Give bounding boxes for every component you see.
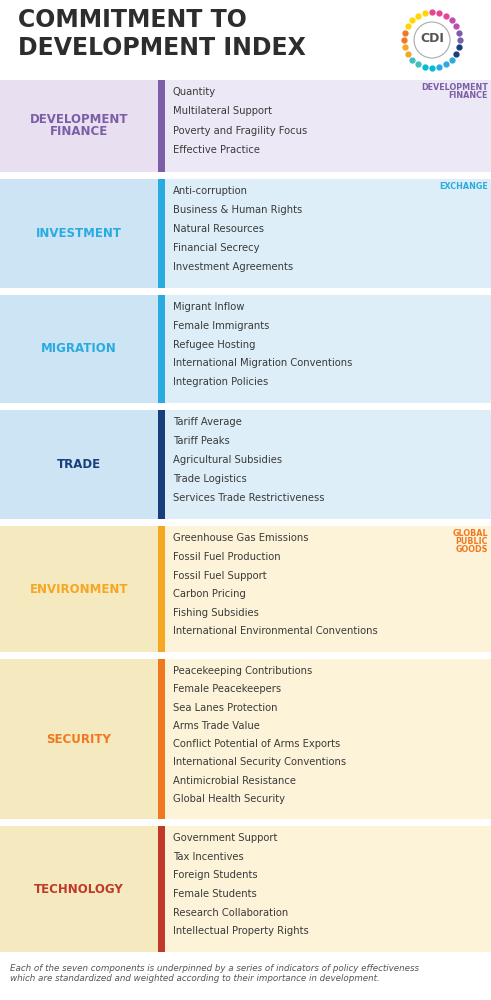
Bar bbox=[165, 659, 491, 819]
Text: International Environmental Conventions: International Environmental Conventions bbox=[173, 626, 378, 636]
Text: Natural Resources: Natural Resources bbox=[173, 224, 264, 234]
Text: GLOBAL: GLOBAL bbox=[452, 529, 488, 538]
Bar bbox=[0, 410, 158, 519]
Text: Tariff Peaks: Tariff Peaks bbox=[173, 436, 230, 446]
Bar bbox=[0, 295, 158, 403]
Text: Intellectual Property Rights: Intellectual Property Rights bbox=[173, 926, 309, 936]
Text: Quantity: Quantity bbox=[173, 87, 216, 97]
Bar bbox=[165, 410, 491, 519]
Bar bbox=[158, 659, 165, 819]
Text: Integration Policies: Integration Policies bbox=[173, 377, 268, 387]
Text: SECURITY: SECURITY bbox=[47, 733, 111, 746]
Text: ENVIRONMENT: ENVIRONMENT bbox=[30, 583, 128, 596]
Text: Female Immigrants: Female Immigrants bbox=[173, 321, 270, 331]
Text: TECHNOLOGY: TECHNOLOGY bbox=[34, 883, 124, 896]
Text: Greenhouse Gas Emissions: Greenhouse Gas Emissions bbox=[173, 533, 308, 543]
Text: Fossil Fuel Support: Fossil Fuel Support bbox=[173, 571, 267, 581]
Text: Anti-corruption: Anti-corruption bbox=[173, 186, 248, 196]
Text: Female Peacekeepers: Female Peacekeepers bbox=[173, 684, 281, 694]
Text: Antimicrobial Resistance: Antimicrobial Resistance bbox=[173, 776, 296, 786]
Bar bbox=[158, 80, 165, 172]
Text: Trade Logistics: Trade Logistics bbox=[173, 474, 247, 484]
Text: Migrant Inflow: Migrant Inflow bbox=[173, 302, 245, 312]
Text: Government Support: Government Support bbox=[173, 833, 277, 843]
Text: Fishing Subsidies: Fishing Subsidies bbox=[173, 608, 259, 618]
Bar bbox=[0, 526, 158, 652]
Text: Agricultural Subsidies: Agricultural Subsidies bbox=[173, 455, 282, 465]
Text: DEVELOPMENT: DEVELOPMENT bbox=[421, 83, 488, 92]
Text: Poverty and Fragility Focus: Poverty and Fragility Focus bbox=[173, 126, 307, 136]
Text: COMMITMENT TO: COMMITMENT TO bbox=[18, 8, 247, 32]
Text: International Security Conventions: International Security Conventions bbox=[173, 757, 346, 767]
Text: Carbon Pricing: Carbon Pricing bbox=[173, 589, 246, 599]
Text: Services Trade Restrictiveness: Services Trade Restrictiveness bbox=[173, 493, 325, 503]
Text: Sea Lanes Protection: Sea Lanes Protection bbox=[173, 703, 277, 713]
Text: Peacekeeping Contributions: Peacekeeping Contributions bbox=[173, 666, 312, 676]
Text: FINANCE: FINANCE bbox=[449, 91, 488, 100]
Text: GOODS: GOODS bbox=[456, 545, 488, 554]
Text: Business & Human Rights: Business & Human Rights bbox=[173, 205, 302, 215]
Text: Global Health Security: Global Health Security bbox=[173, 794, 285, 804]
Bar bbox=[158, 526, 165, 652]
Bar bbox=[0, 80, 158, 172]
Bar bbox=[158, 295, 165, 403]
Text: Multilateral Support: Multilateral Support bbox=[173, 106, 272, 116]
Bar bbox=[0, 826, 158, 952]
Text: DEVELOPMENT: DEVELOPMENT bbox=[30, 113, 128, 126]
Bar bbox=[158, 410, 165, 519]
Text: Female Students: Female Students bbox=[173, 889, 257, 899]
Bar bbox=[158, 179, 165, 288]
Bar bbox=[165, 526, 491, 652]
Text: Tariff Average: Tariff Average bbox=[173, 417, 242, 427]
Text: Tax Incentives: Tax Incentives bbox=[173, 852, 244, 862]
Text: Foreign Students: Foreign Students bbox=[173, 870, 258, 880]
Bar bbox=[165, 826, 491, 952]
Bar bbox=[165, 80, 491, 172]
Bar bbox=[0, 659, 158, 819]
Text: CDI: CDI bbox=[420, 31, 444, 44]
Text: Research Collaboration: Research Collaboration bbox=[173, 908, 288, 918]
Text: Investment Agreements: Investment Agreements bbox=[173, 262, 293, 272]
Text: Refugee Hosting: Refugee Hosting bbox=[173, 340, 255, 350]
Bar bbox=[165, 295, 491, 403]
Text: Effective Practice: Effective Practice bbox=[173, 145, 260, 155]
Text: Arms Trade Value: Arms Trade Value bbox=[173, 721, 260, 731]
Text: TRADE: TRADE bbox=[57, 458, 101, 471]
Text: Financial Secrecy: Financial Secrecy bbox=[173, 243, 260, 253]
Bar bbox=[165, 179, 491, 288]
Bar bbox=[0, 179, 158, 288]
Text: PUBLIC: PUBLIC bbox=[456, 537, 488, 546]
Text: International Migration Conventions: International Migration Conventions bbox=[173, 358, 353, 368]
Text: DEVELOPMENT INDEX: DEVELOPMENT INDEX bbox=[18, 36, 306, 60]
Text: Conflict Potential of Arms Exports: Conflict Potential of Arms Exports bbox=[173, 739, 340, 749]
Text: EXCHANGE: EXCHANGE bbox=[439, 182, 488, 191]
Bar bbox=[158, 826, 165, 952]
Text: Fossil Fuel Production: Fossil Fuel Production bbox=[173, 552, 281, 562]
Text: Each of the seven components is underpinned by a series of indicators of policy : Each of the seven components is underpin… bbox=[10, 964, 419, 983]
Text: INVESTMENT: INVESTMENT bbox=[36, 227, 122, 240]
Text: MIGRATION: MIGRATION bbox=[41, 342, 117, 356]
Text: FINANCE: FINANCE bbox=[50, 125, 108, 138]
